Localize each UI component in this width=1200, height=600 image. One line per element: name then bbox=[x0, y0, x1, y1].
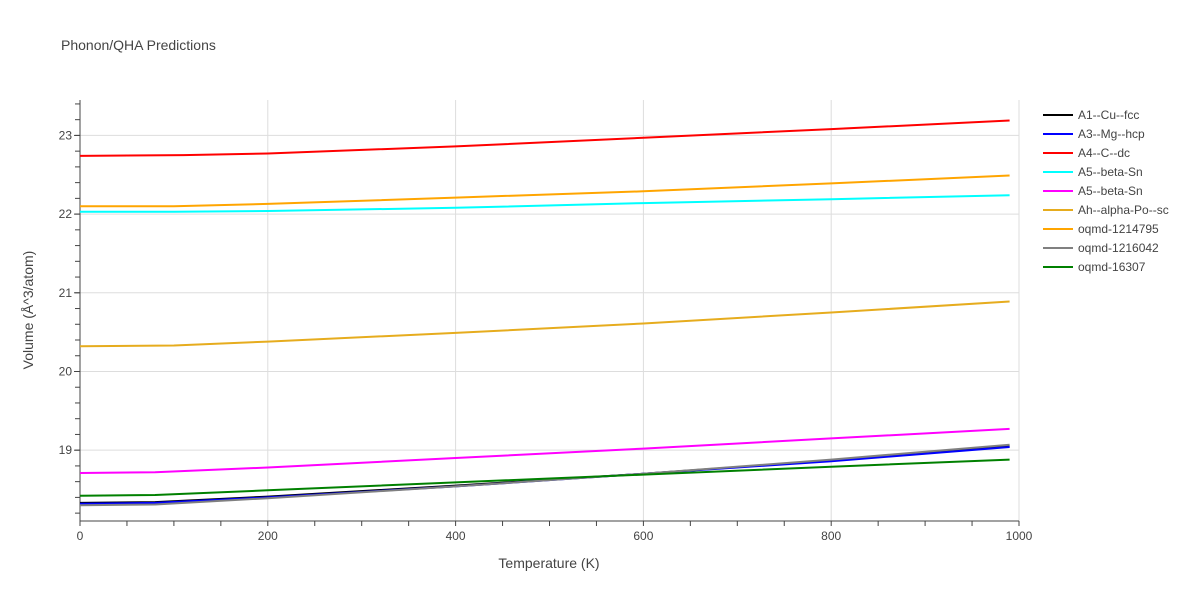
legend-label: Ah--alpha-Po--sc bbox=[1078, 203, 1169, 217]
legend-item[interactable]: Ah--alpha-Po--sc bbox=[1043, 203, 1169, 217]
x-tick-label: 400 bbox=[446, 529, 466, 543]
legend-item[interactable]: oqmd-1214795 bbox=[1043, 222, 1159, 236]
legend-item[interactable]: A1--Cu--fcc bbox=[1043, 108, 1139, 122]
legend-label: A5--beta-Sn bbox=[1078, 165, 1143, 179]
series-line-5 bbox=[79, 300, 1010, 348]
y-tick-label: 23 bbox=[59, 128, 73, 142]
x-tick-label: 800 bbox=[821, 529, 841, 543]
legend-item[interactable]: oqmd-1216042 bbox=[1043, 241, 1159, 255]
x-tick-label: 600 bbox=[633, 529, 653, 543]
series-line-4 bbox=[79, 427, 1010, 474]
y-tick-label: 20 bbox=[59, 364, 73, 378]
series-lines bbox=[79, 119, 1010, 507]
series-line-7 bbox=[79, 443, 1010, 507]
series-line-6 bbox=[80, 174, 1010, 208]
grid bbox=[80, 100, 1020, 521]
series-line-0 bbox=[79, 445, 1010, 504]
legend-item[interactable]: A4--C--dc bbox=[1043, 146, 1130, 160]
legend-label: oqmd-16307 bbox=[1078, 260, 1146, 274]
series-line-8 bbox=[79, 458, 1010, 497]
legend-item[interactable]: oqmd-16307 bbox=[1043, 260, 1146, 274]
series-line-3 bbox=[80, 194, 1010, 213]
chart-title: Phonon/QHA Predictions bbox=[61, 37, 216, 53]
legend[interactable]: A1--Cu--fcc A3--Mg--hcp A4--C--dc A5--beta-… bbox=[1043, 108, 1169, 274]
y-tick-label: 19 bbox=[59, 443, 73, 457]
legend-label: A3--Mg--hcp bbox=[1078, 127, 1145, 141]
series-line-2 bbox=[79, 119, 1010, 157]
x-tick-label: 1000 bbox=[1006, 529, 1033, 543]
legend-label: A4--C--dc bbox=[1078, 146, 1130, 160]
y-tick-label: 22 bbox=[59, 207, 73, 221]
legend-item[interactable]: A5--beta-Sn bbox=[1043, 184, 1143, 198]
axes: 0 200 400 600 800 1000 19 20 21 22 23 bbox=[59, 100, 1033, 543]
legend-label: A1--Cu--fcc bbox=[1078, 108, 1139, 122]
y-axis-title: Volume (Å^3/atom) bbox=[20, 251, 36, 370]
legend-label: A5--beta-Sn bbox=[1078, 184, 1143, 198]
legend-label: oqmd-1214795 bbox=[1078, 222, 1159, 236]
x-tick-label: 0 bbox=[77, 529, 84, 543]
x-axis-title: Temperature (K) bbox=[498, 555, 599, 571]
x-tick-label: 200 bbox=[258, 529, 278, 543]
legend-label: oqmd-1216042 bbox=[1078, 241, 1159, 255]
legend-item[interactable]: A5--beta-Sn bbox=[1043, 165, 1143, 179]
y-tick-label: 21 bbox=[59, 286, 73, 300]
legend-item[interactable]: A3--Mg--hcp bbox=[1043, 127, 1145, 141]
